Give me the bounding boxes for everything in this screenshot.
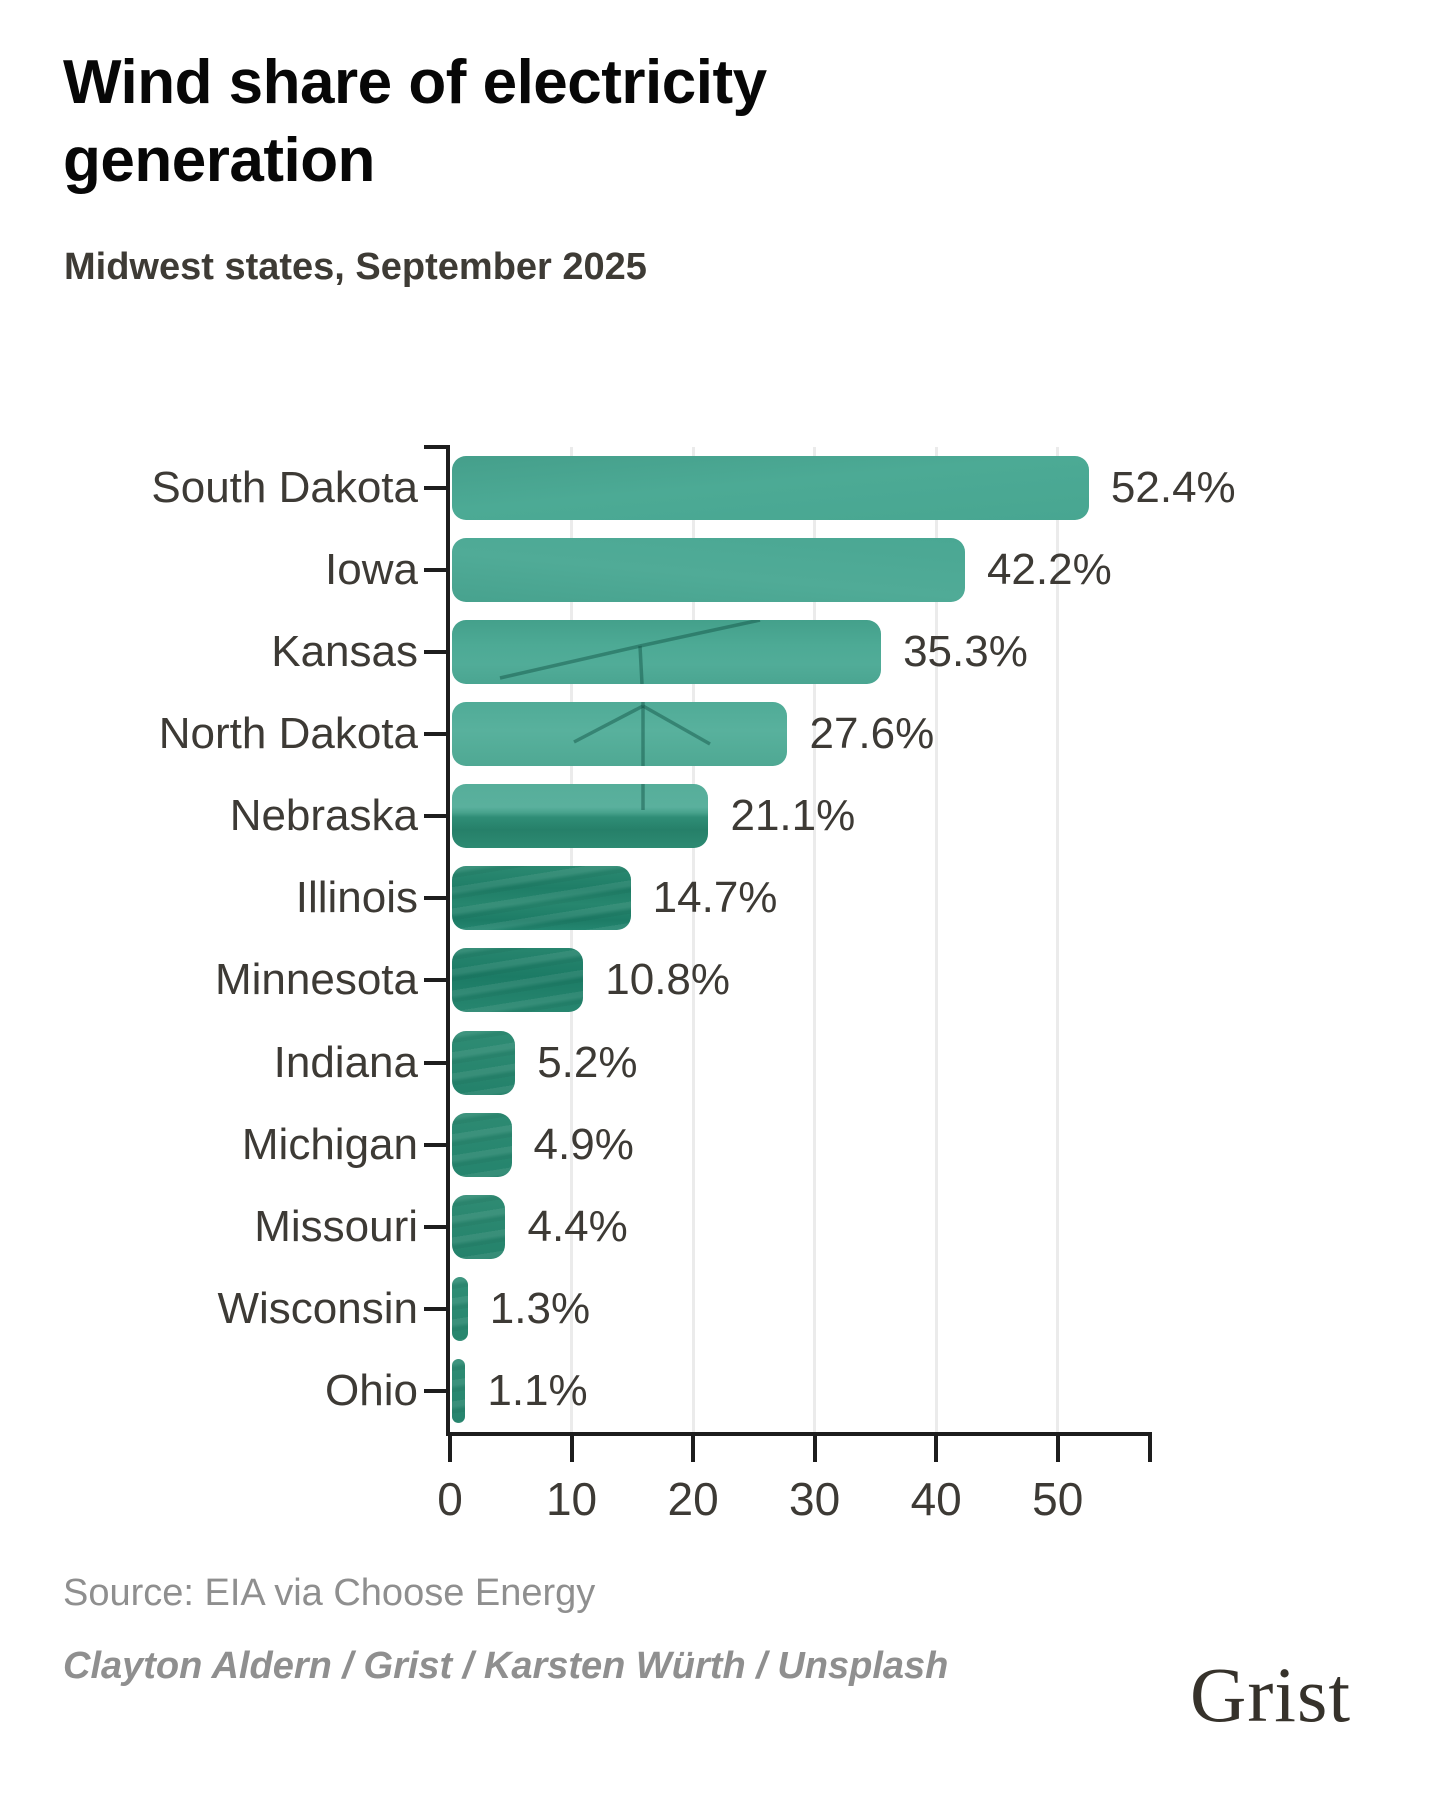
value-label-iowa: 42.2%	[986, 545, 1112, 595]
y-axis-line	[446, 445, 450, 1436]
chart-title: Wind share of electricity generation	[63, 48, 767, 196]
category-tick	[424, 568, 450, 573]
wind-turbine-silhouette	[641, 784, 645, 811]
chart-row-missouri: Missouri 4.4%	[0, 1186, 1440, 1268]
value-label-missouri: 4.4%	[527, 1201, 628, 1251]
chart-row-kansas: Kansas 35.3%	[0, 611, 1440, 693]
value-label-michigan: 4.9%	[533, 1119, 634, 1169]
category-label-michigan: Michigan	[241, 1119, 418, 1169]
chart-row-michigan: Michigan 4.9%	[0, 1104, 1440, 1186]
chart-row-ohio: Ohio 1.1%	[0, 1350, 1440, 1432]
bar-minnesota	[452, 948, 584, 1013]
category-tick	[424, 486, 450, 490]
chart-row-illinois: Illinois 14.7%	[0, 857, 1440, 939]
wind-turbine-silhouette	[573, 702, 711, 767]
value-label-south-dakota: 52.4%	[1110, 463, 1236, 512]
gridline-20	[691, 447, 695, 1432]
y-axis-end-tick	[424, 445, 450, 449]
category-tick	[424, 814, 450, 819]
value-label-kansas: 35.3%	[903, 627, 1028, 677]
category-label-wisconsin: Wisconsin	[217, 1283, 419, 1333]
category-label-ohio: Ohio	[325, 1365, 418, 1415]
x-tick-label-20: 20	[667, 1473, 719, 1525]
chart-subtitle: Midwest states, September 2025	[64, 246, 647, 288]
gridline-10	[570, 447, 574, 1432]
bar-ohio	[452, 1358, 466, 1423]
category-tick	[424, 1224, 450, 1229]
x-tick-40	[934, 1432, 939, 1462]
x-tick-label-0: 0	[437, 1473, 463, 1525]
chart-row-iowa: Iowa 42.2%	[0, 529, 1440, 611]
wind-turbine-silhouette	[499, 620, 761, 685]
category-label-kansas: Kansas	[271, 627, 418, 677]
value-label-indiana: 5.2%	[537, 1037, 638, 1087]
value-label-north-dakota: 27.6%	[809, 709, 935, 759]
chart-row-nebraska: Nebraska 21.1%	[0, 775, 1440, 857]
x-tick-label-40: 40	[910, 1473, 962, 1525]
category-label-missouri: Missouri	[254, 1201, 418, 1251]
category-label-north-dakota: North Dakota	[158, 709, 418, 759]
category-tick	[424, 1060, 450, 1065]
category-tick	[424, 650, 450, 655]
source-note: Source: EIA via Choose Energy	[63, 1572, 596, 1614]
x-tick-20	[691, 1432, 696, 1462]
chart-row-indiana: Indiana 5.2%	[0, 1022, 1440, 1104]
bar-south-dakota	[452, 456, 1089, 520]
bar-michigan	[452, 1112, 512, 1177]
category-label-indiana: Indiana	[273, 1037, 418, 1087]
chart-row-south-dakota: South Dakota 52.4%	[0, 447, 1440, 529]
x-tick-50	[1055, 1432, 1060, 1462]
value-label-wisconsin: 1.3%	[489, 1283, 591, 1333]
bar-nebraska	[452, 784, 709, 849]
grist-logo: Grist	[1190, 1651, 1351, 1738]
value-label-nebraska: 21.1%	[730, 791, 856, 841]
credit-note: Clayton Aldern / Grist / Karsten Würth /…	[63, 1645, 949, 1687]
x-tick-label-30: 30	[789, 1473, 841, 1525]
category-tick	[424, 896, 450, 901]
value-label-ohio: 1.1%	[487, 1365, 588, 1415]
x-tick-label-50: 50	[1032, 1473, 1084, 1525]
bar-indiana	[452, 1030, 516, 1095]
gridline-30	[813, 447, 817, 1432]
category-tick	[424, 978, 450, 983]
value-label-minnesota: 10.8%	[605, 955, 731, 1005]
gridline-40	[934, 447, 938, 1432]
chart-row-minnesota: Minnesota 10.8%	[0, 939, 1440, 1021]
bar-missouri	[452, 1194, 506, 1259]
x-tick-30	[812, 1432, 817, 1462]
category-label-illinois: Illinois	[295, 873, 418, 923]
bar-kansas	[452, 620, 882, 685]
category-label-south-dakota: South Dakota	[151, 463, 418, 512]
category-label-iowa: Iowa	[325, 545, 418, 595]
value-label-illinois: 14.7%	[652, 873, 778, 923]
bar-north-dakota	[452, 702, 788, 767]
bar-illinois	[452, 866, 631, 931]
category-tick	[424, 1388, 450, 1393]
gridline-50	[1056, 447, 1060, 1432]
x-tick-label-10: 10	[545, 1473, 598, 1525]
category-label-minnesota: Minnesota	[214, 955, 418, 1005]
x-axis-line	[446, 1432, 1152, 1436]
category-label-nebraska: Nebraska	[229, 791, 418, 841]
bar-iowa	[452, 538, 965, 603]
category-tick	[424, 1142, 450, 1147]
x-tick-10	[569, 1432, 574, 1462]
category-tick	[424, 1306, 450, 1311]
x-axis-end-tick	[1148, 1432, 1152, 1462]
chart-row-wisconsin: Wisconsin 1.3%	[0, 1268, 1440, 1350]
bar-wisconsin	[452, 1276, 468, 1341]
chart-row-north-dakota: North Dakota 27.6%	[0, 693, 1440, 775]
x-tick-0	[448, 1432, 452, 1462]
category-tick	[424, 732, 450, 737]
